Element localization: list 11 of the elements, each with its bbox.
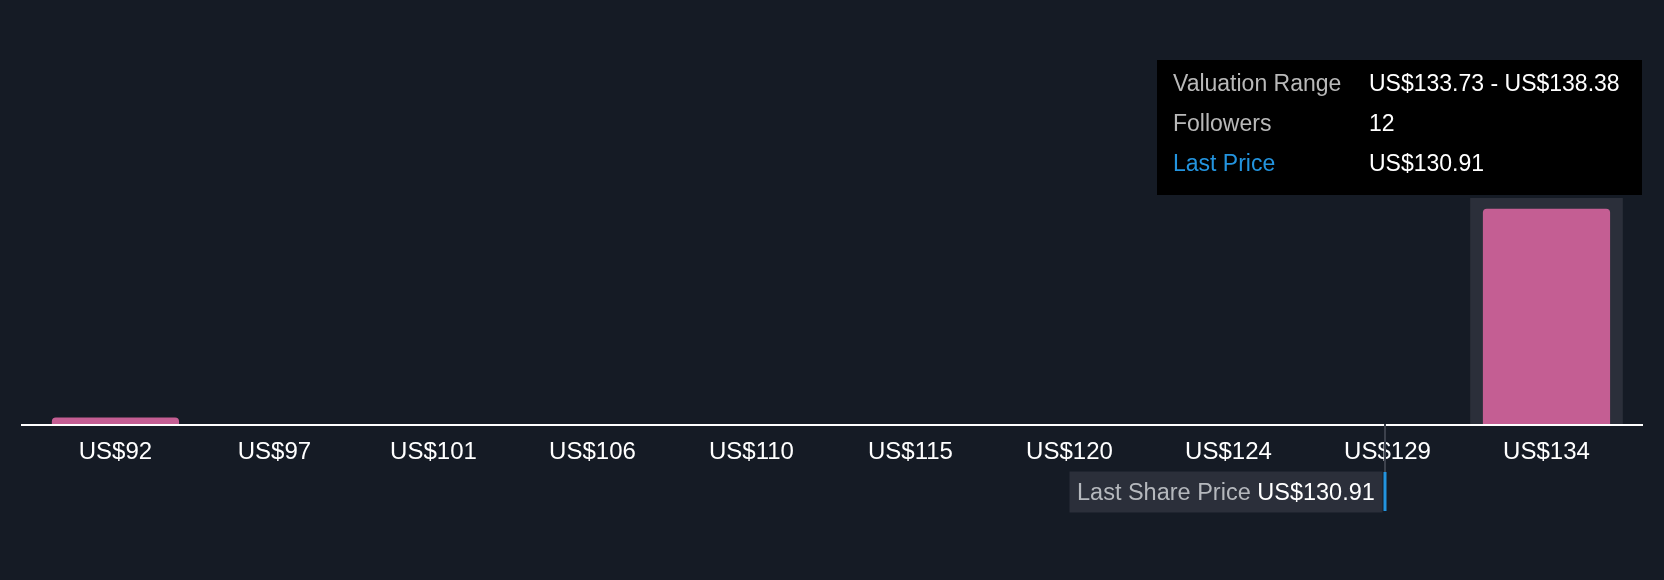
text: Last Share Price US$130.91 bbox=[1077, 479, 1375, 505]
x-tick-label: US$120 bbox=[1026, 436, 1113, 464]
x-tick-label: US$92 bbox=[78, 436, 153, 464]
x-tick-label: US$110 bbox=[708, 436, 794, 464]
x-tick-label: US$115 bbox=[867, 436, 953, 464]
x-tick-label: US$106 bbox=[549, 436, 636, 464]
tooltip-panel: Valuation Range US$133.73 - US$138.38 Followers 12 Last Price US$130.91 bbox=[1157, 60, 1642, 195]
x-tick-label: US$124 bbox=[1185, 436, 1272, 464]
x-tick-label: US$101 bbox=[390, 436, 477, 464]
x-tick-label: US$97 bbox=[237, 436, 312, 464]
x-tick-label: US$134 bbox=[1503, 436, 1590, 464]
